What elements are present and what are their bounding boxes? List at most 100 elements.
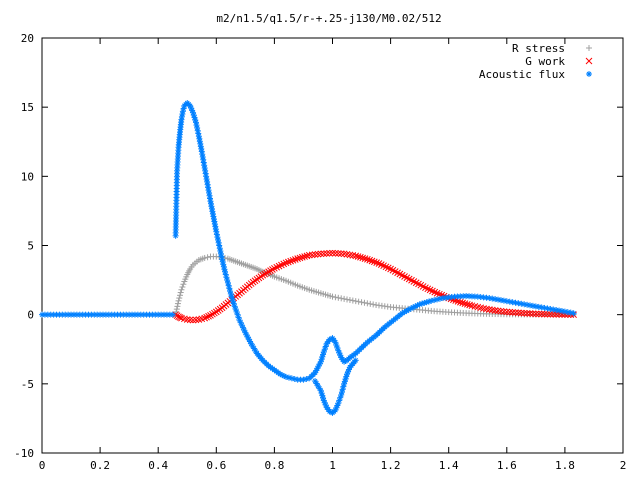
data-point — [532, 310, 540, 318]
legend-label: G work — [525, 55, 565, 68]
data-point — [368, 257, 376, 265]
data-point — [344, 296, 351, 303]
y-tick-label: -5 — [21, 378, 34, 391]
data-point — [263, 269, 271, 277]
data-point — [298, 253, 306, 261]
data-point — [552, 311, 560, 318]
data-point — [523, 309, 531, 317]
data-point — [311, 251, 319, 258]
data-point — [357, 253, 364, 261]
data-point — [323, 250, 331, 257]
data-point — [517, 309, 525, 317]
data-point — [358, 299, 365, 306]
data-point — [282, 259, 290, 267]
data-point — [180, 281, 187, 288]
data-point — [515, 309, 522, 317]
data-point — [294, 255, 301, 262]
data-point — [173, 306, 180, 313]
series-4 — [39, 311, 176, 318]
data-point — [174, 300, 181, 307]
x-tick-label: 0 — [39, 459, 46, 472]
data-point — [520, 309, 528, 317]
data-point — [335, 294, 342, 301]
data-point — [367, 300, 374, 307]
data-point — [183, 316, 191, 323]
y-tick-label: 0 — [27, 309, 34, 322]
y-tick-label: 20 — [21, 32, 34, 45]
series-3 — [312, 357, 359, 416]
legend-label: Acoustic flux — [479, 68, 565, 81]
x-tick-label: 1.6 — [497, 459, 517, 472]
data-point — [354, 253, 362, 260]
data-point — [176, 295, 183, 302]
data-point — [549, 310, 557, 318]
x-tick-label: 0.8 — [264, 459, 284, 472]
x-tick-label: 0.2 — [90, 459, 110, 472]
plot-frame — [41, 37, 624, 454]
data-point — [329, 249, 336, 257]
data-point — [370, 301, 377, 308]
x-tick-label: 1.2 — [381, 459, 401, 472]
x-tick-label: 0.6 — [206, 459, 226, 472]
data-point — [334, 250, 342, 257]
data-point — [544, 310, 551, 318]
axes-ticks: 0 0.2 0.4 0.6 0.8 1 1.2 1.4 1.6 1.8 2 -10 -5 0 5 10 15 20 — [14, 32, 626, 472]
data-point — [355, 298, 362, 305]
data-point — [211, 309, 218, 317]
data-point — [547, 310, 554, 318]
data-point — [186, 316, 194, 324]
data-point — [456, 298, 464, 306]
data-point — [205, 312, 212, 320]
data-point — [207, 312, 214, 319]
data-point — [332, 294, 339, 301]
data-point — [301, 253, 308, 260]
data-point — [461, 300, 469, 307]
data-point — [349, 297, 356, 304]
data-point — [503, 298, 510, 305]
chart-title: m2/n1.5/q1.5/r-+.25-j130/M0.02/512 — [216, 12, 441, 25]
data-point — [296, 254, 304, 262]
x-tick-label: 1.4 — [439, 459, 459, 472]
data-point — [361, 255, 369, 262]
data-point — [314, 250, 322, 258]
data-point — [433, 289, 441, 297]
data-point — [425, 298, 432, 305]
data-point — [535, 310, 543, 318]
data-point — [361, 299, 368, 306]
data-point — [177, 289, 184, 296]
data-point — [261, 270, 269, 278]
data-point — [529, 310, 537, 318]
data-point — [364, 300, 371, 307]
data-point — [494, 307, 502, 315]
data-point — [503, 308, 511, 316]
data-point — [291, 256, 299, 263]
data-point — [466, 301, 473, 309]
data-point — [317, 250, 325, 258]
data-point — [176, 292, 183, 299]
data-point — [192, 316, 200, 324]
data-point — [320, 395, 327, 402]
data-point — [570, 310, 577, 317]
data-point — [287, 257, 295, 265]
legend-marker — [586, 45, 592, 51]
legend-marker — [585, 57, 593, 65]
data-point — [326, 249, 333, 257]
data-point — [524, 301, 531, 308]
data-point — [289, 256, 297, 264]
y-tick-label: 15 — [21, 101, 34, 114]
data-point — [338, 295, 345, 302]
data-point — [223, 274, 230, 281]
data-point — [337, 250, 345, 257]
data-point — [373, 259, 381, 267]
data-point — [332, 249, 339, 257]
data-point — [541, 310, 548, 318]
data-point — [370, 258, 378, 266]
data-point — [178, 286, 185, 293]
data-point — [459, 299, 466, 307]
data-point — [203, 313, 210, 321]
data-point — [491, 307, 499, 314]
y-tick-label: 10 — [21, 170, 34, 183]
data-point — [414, 302, 421, 309]
data-point — [341, 295, 348, 302]
